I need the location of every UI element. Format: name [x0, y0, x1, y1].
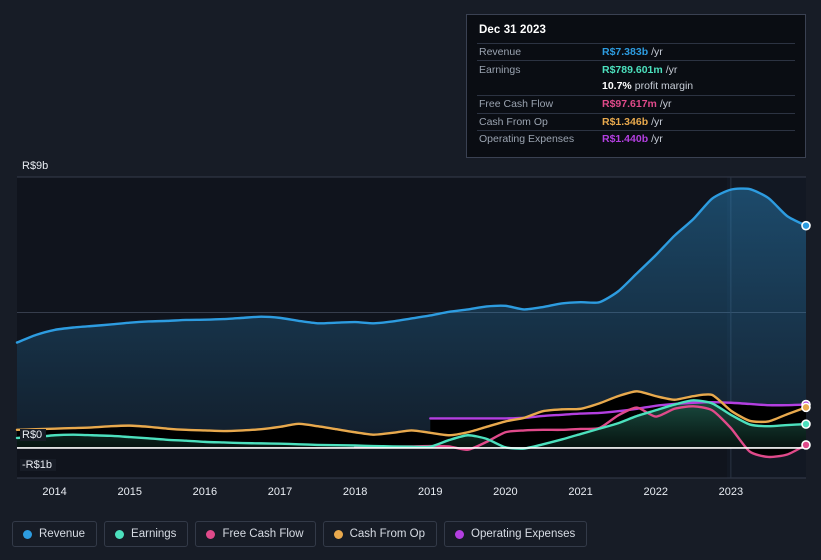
tooltip-row-operating-expenses: Operating Expenses R$1.440b /yr	[477, 129, 795, 147]
legend-item-earnings[interactable]: Earnings	[104, 521, 189, 547]
x-axis-tick-2021: 2021	[568, 486, 593, 498]
legend-label: Operating Expenses	[471, 528, 576, 540]
legend-color-dot-icon	[23, 529, 32, 539]
y-axis-label-negative-1b: -R$1b	[20, 459, 56, 471]
chart-area-fills	[17, 188, 806, 457]
tooltip-label-revenue: Revenue	[479, 46, 522, 59]
tooltip-row-earnings: Earnings R$789.601m /yr	[477, 60, 795, 77]
tooltip-value-free-cash-flow: R$97.617m	[602, 98, 657, 111]
legend-item-revenue[interactable]: Revenue	[12, 521, 98, 547]
tooltip-value-profit-margin: 10.7%	[602, 80, 632, 93]
tooltip-value-earnings: R$789.601m	[602, 63, 663, 76]
tooltip-row-free-cash-flow: Free Cash Flow R$97.617m /yr	[477, 95, 795, 112]
x-axis-tick-2020: 2020	[493, 486, 518, 498]
series-area-revenue	[17, 188, 806, 448]
legend-item-free-cash-flow[interactable]: Free Cash Flow	[195, 521, 316, 547]
tooltip-row-profit-margin: 10.7% profit margin	[477, 78, 795, 95]
tooltip-label-free-cash-flow: Free Cash Flow	[479, 98, 554, 111]
legend-label: Revenue	[39, 528, 86, 540]
tooltip-date: Dec 31 2023	[479, 24, 546, 36]
legend-item-cash-from-op[interactable]: Cash From Op	[322, 521, 438, 547]
tooltip-unit-cash-from-op: /yr	[651, 115, 663, 128]
chart-series-lines	[15, 187, 808, 459]
tooltip-unit-operating-expenses: /yr	[651, 133, 663, 146]
series-line-earnings[interactable]	[15, 399, 808, 450]
series-line-operating-expenses[interactable]	[429, 400, 808, 420]
legend-item-operating-expenses[interactable]: Operating Expenses	[444, 521, 588, 547]
legend-label: Earnings	[131, 528, 177, 540]
legend-color-dot-icon	[206, 529, 216, 539]
tooltip-unit-earnings: /yr	[665, 63, 678, 76]
x-axis-tick-2017: 2017	[267, 486, 293, 498]
tooltip-unit-revenue: /yr	[651, 46, 663, 59]
chart-endpoint-markers	[801, 220, 811, 450]
chart-plot-area[interactable]: R$9b R$0 -R$1b 2014 2015 2016 2017 2018 2019 2…	[0, 0, 821, 505]
tooltip-value-operating-expenses: R$1.440b	[602, 133, 649, 146]
chart-svg	[15, 176, 811, 479]
x-axis-tick-2014: 2014	[42, 486, 67, 498]
legend-color-dot-icon	[333, 529, 343, 539]
tooltip-label-operating-expenses: Operating Expenses	[479, 133, 575, 146]
x-axis-tick-2019: 2019	[418, 486, 443, 498]
series-area-earnings	[17, 400, 806, 449]
endpoint-marker-earnings[interactable]	[801, 419, 811, 429]
endpoint-marker-cash-from-op[interactable]	[801, 402, 811, 413]
x-axis-tick-2015: 2015	[117, 486, 142, 498]
x-axis-tick-2016: 2016	[192, 486, 218, 498]
tooltip-value-cash-from-op: R$1.346b	[602, 115, 649, 128]
y-axis-label-0: R$0	[20, 429, 47, 441]
tooltip-text-profit-margin: profit margin	[634, 80, 694, 93]
tooltip-value-revenue: R$7.383b	[602, 46, 649, 59]
x-axis-tick-2022: 2022	[643, 486, 668, 498]
tooltip-label-earnings: Earnings	[479, 63, 521, 76]
tooltip-row-revenue: Revenue R$7.383b /yr	[477, 43, 795, 60]
chart-legend: Revenue Earnings Free Cash Flow Cash From O…	[12, 521, 588, 547]
endpoint-marker-revenue[interactable]	[801, 220, 811, 231]
legend-color-dot-icon	[455, 529, 465, 539]
x-axis-tick-2018: 2018	[342, 486, 368, 498]
legend-label: Free Cash Flow	[222, 528, 304, 540]
x-axis-tick-2023: 2023	[718, 486, 744, 498]
tooltip-label-cash-from-op: Cash From Op	[479, 115, 548, 128]
series-line-cash-from-op[interactable]	[15, 390, 808, 437]
tooltip-unit-free-cash-flow: /yr	[659, 98, 672, 111]
tooltip-row-cash-from-op: Cash From Op R$1.346b /yr	[477, 112, 795, 130]
data-tooltip-card: Dec 31 2023 Revenue R$7.383b /yr Earning…	[466, 14, 806, 158]
legend-label: Cash From Op	[349, 528, 426, 540]
legend-color-dot-icon	[115, 529, 125, 539]
endpoint-marker-free-cash-flow[interactable]	[801, 440, 811, 450]
y-axis-label-9b: R$9b	[20, 160, 53, 172]
series-line-revenue[interactable]	[15, 187, 808, 344]
